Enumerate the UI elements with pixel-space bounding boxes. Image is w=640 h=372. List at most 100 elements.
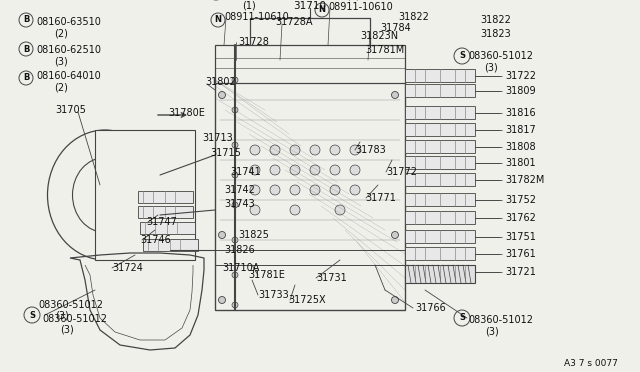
Bar [138,206,193,218]
Text: 31781E: 31781E [248,270,285,280]
Text: 31781M: 31781M [365,45,404,55]
Circle shape [270,185,280,195]
Text: (3): (3) [55,311,68,321]
Text: (2): (2) [54,28,68,38]
Circle shape [250,205,260,215]
Bar [405,140,475,153]
Circle shape [392,231,399,238]
Text: 31721: 31721 [505,267,536,277]
Circle shape [290,165,300,175]
Circle shape [392,296,399,304]
Text: 31751: 31751 [505,232,536,242]
Circle shape [290,145,300,155]
Text: (1): (1) [346,0,360,1]
Circle shape [335,205,345,215]
Text: 08360-51012: 08360-51012 [468,315,533,325]
Text: N: N [319,6,326,15]
Text: 31766: 31766 [415,303,445,313]
Text: (2): (2) [54,82,68,92]
Bar [405,123,475,136]
Text: S: S [29,311,35,320]
Text: 31762: 31762 [505,213,536,223]
Circle shape [290,205,300,215]
Text: 31780E: 31780E [168,108,205,118]
Text: (3): (3) [54,56,68,66]
Text: N: N [214,16,221,25]
Text: 08160-63510: 08160-63510 [36,17,101,27]
Bar [95,130,195,260]
Bar [405,173,475,186]
Bar [138,191,193,203]
Circle shape [350,165,360,175]
Text: 31731: 31731 [316,273,347,283]
Text: 31746: 31746 [140,235,171,245]
Text: 31728A: 31728A [275,17,312,27]
Circle shape [330,165,340,175]
Text: 31725X: 31725X [288,295,326,305]
Text: S: S [459,51,465,61]
Text: B: B [23,16,29,25]
Bar [140,222,195,234]
Circle shape [232,107,238,113]
Circle shape [310,145,320,155]
Text: (3): (3) [485,326,499,336]
Circle shape [310,165,320,175]
Text: 31710: 31710 [294,1,326,11]
Circle shape [270,165,280,175]
Text: 31823N: 31823N [360,31,398,41]
Bar [405,69,475,82]
Text: 31816: 31816 [505,108,536,118]
Text: A3 7 s 0077: A3 7 s 0077 [564,359,618,369]
Text: B: B [23,45,29,54]
Text: 31822: 31822 [398,12,429,22]
Text: 31784: 31784 [380,23,411,33]
Text: 31782M: 31782M [505,175,545,185]
Text: 31742: 31742 [224,185,255,195]
Circle shape [250,145,260,155]
Circle shape [232,202,238,208]
Text: 31817: 31817 [505,125,536,135]
Circle shape [270,145,280,155]
Bar [143,239,198,251]
Text: 31733: 31733 [258,290,289,300]
Text: B: B [23,74,29,83]
Bar [405,156,475,169]
Text: 31771: 31771 [365,193,396,203]
Text: 31826: 31826 [224,245,255,255]
Circle shape [350,145,360,155]
Text: 31823: 31823 [480,29,511,39]
Text: S: S [459,314,465,323]
Bar [215,45,405,83]
Circle shape [330,145,340,155]
Circle shape [218,296,225,304]
Text: 31728: 31728 [238,37,269,47]
Bar [405,193,475,206]
Bar [405,106,475,119]
Text: 31715: 31715 [210,148,241,158]
Text: 08360-51012: 08360-51012 [468,51,533,61]
Circle shape [250,185,260,195]
Text: 31802: 31802 [205,77,236,87]
Bar [405,84,475,97]
Text: 31808: 31808 [505,142,536,152]
Circle shape [350,185,360,195]
Text: 31705: 31705 [55,105,86,115]
Text: 31713: 31713 [202,133,233,143]
Text: (1): (1) [242,1,256,11]
Circle shape [232,77,238,83]
Bar [405,265,475,283]
Text: 31761: 31761 [505,249,536,259]
Bar [405,211,475,224]
Circle shape [232,237,238,243]
Bar [405,247,475,260]
Text: 31783: 31783 [355,145,386,155]
Text: 08911-10610: 08911-10610 [328,2,393,12]
Bar [215,80,405,310]
Text: (3): (3) [484,62,498,72]
Circle shape [290,185,300,195]
Text: 08360-51012: 08360-51012 [42,314,107,324]
Text: 08360-51012: 08360-51012 [38,300,103,310]
Circle shape [232,172,238,178]
Text: 31809: 31809 [505,86,536,96]
Text: 31825: 31825 [238,230,269,240]
